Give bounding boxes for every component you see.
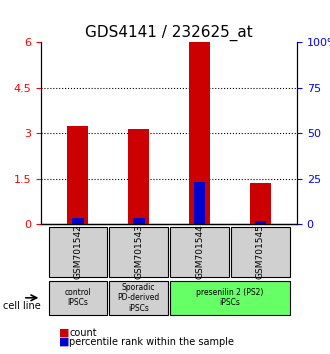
Text: control
IPSCs: control IPSCs xyxy=(64,288,91,308)
Bar xyxy=(194,182,206,224)
Text: GSM701545: GSM701545 xyxy=(256,224,265,279)
FancyBboxPatch shape xyxy=(49,280,107,315)
Bar xyxy=(189,42,210,224)
Text: percentile rank within the sample: percentile rank within the sample xyxy=(69,337,234,347)
FancyBboxPatch shape xyxy=(49,227,107,277)
Bar xyxy=(133,218,145,224)
Text: Sporadic
PD-derived
iPSCs: Sporadic PD-derived iPSCs xyxy=(117,283,160,313)
Text: presenilin 2 (PS2)
iPSCs: presenilin 2 (PS2) iPSCs xyxy=(196,288,264,308)
FancyBboxPatch shape xyxy=(110,280,168,315)
Text: GSM701543: GSM701543 xyxy=(134,224,143,279)
FancyBboxPatch shape xyxy=(110,227,168,277)
Bar xyxy=(250,183,271,224)
Text: ■: ■ xyxy=(59,337,70,347)
Text: GSM701542: GSM701542 xyxy=(73,224,82,279)
Title: GDS4141 / 232625_at: GDS4141 / 232625_at xyxy=(85,25,253,41)
FancyBboxPatch shape xyxy=(231,227,290,277)
FancyBboxPatch shape xyxy=(170,227,229,277)
FancyBboxPatch shape xyxy=(170,280,290,315)
Text: ■: ■ xyxy=(59,328,70,338)
Text: GSM701544: GSM701544 xyxy=(195,224,204,279)
Bar xyxy=(67,126,88,224)
Bar xyxy=(128,129,149,224)
Text: count: count xyxy=(69,328,97,338)
Bar xyxy=(72,218,83,224)
Bar xyxy=(255,221,266,224)
Text: cell line: cell line xyxy=(3,301,41,311)
